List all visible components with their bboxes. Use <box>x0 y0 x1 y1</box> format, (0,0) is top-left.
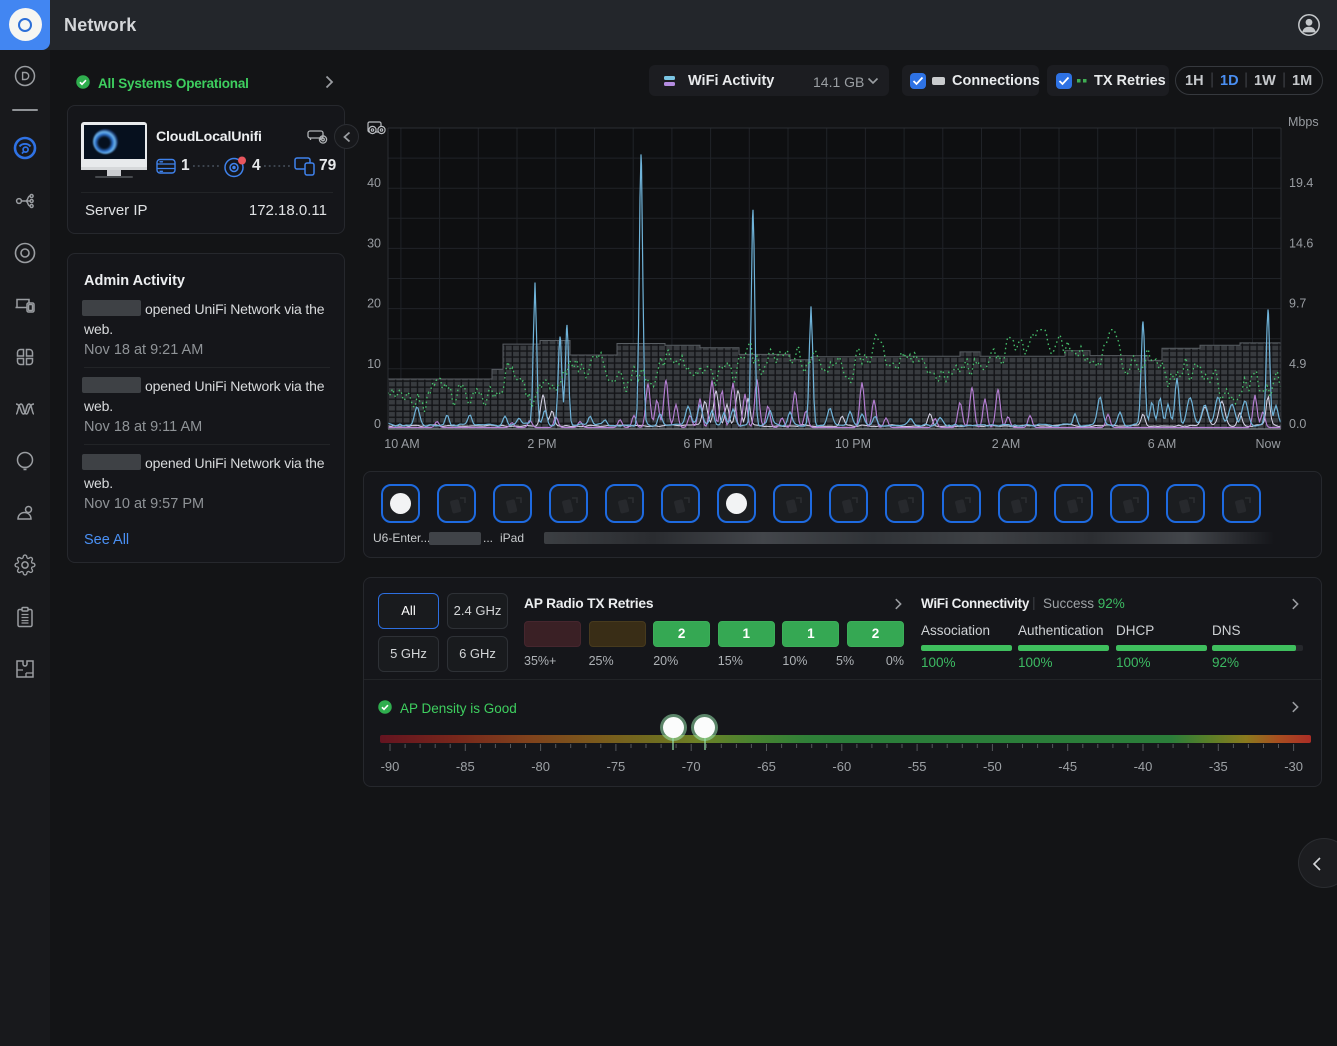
svg-text:9.7: 9.7 <box>1289 297 1306 311</box>
svg-text:Now: Now <box>1255 437 1281 451</box>
svg-text:19.4: 19.4 <box>1289 176 1313 190</box>
svg-text:14.6: 14.6 <box>1289 236 1313 250</box>
svg-text:2 AM: 2 AM <box>992 437 1021 451</box>
svg-text:6 PM: 6 PM <box>683 437 712 451</box>
svg-text:10: 10 <box>367 357 381 371</box>
svg-text:10 AM: 10 AM <box>384 437 419 451</box>
svg-text:Mbps: Mbps <box>1288 115 1319 129</box>
svg-text:0: 0 <box>374 417 381 431</box>
svg-text:30: 30 <box>367 236 381 250</box>
svg-text:40: 40 <box>367 176 381 190</box>
svg-text:6 AM: 6 AM <box>1148 437 1177 451</box>
svg-text:2 PM: 2 PM <box>527 437 556 451</box>
svg-text:4.9: 4.9 <box>1289 357 1306 371</box>
svg-text:10 PM: 10 PM <box>835 437 871 451</box>
svg-text:0.0: 0.0 <box>1289 417 1306 431</box>
svg-text:20: 20 <box>367 297 381 311</box>
